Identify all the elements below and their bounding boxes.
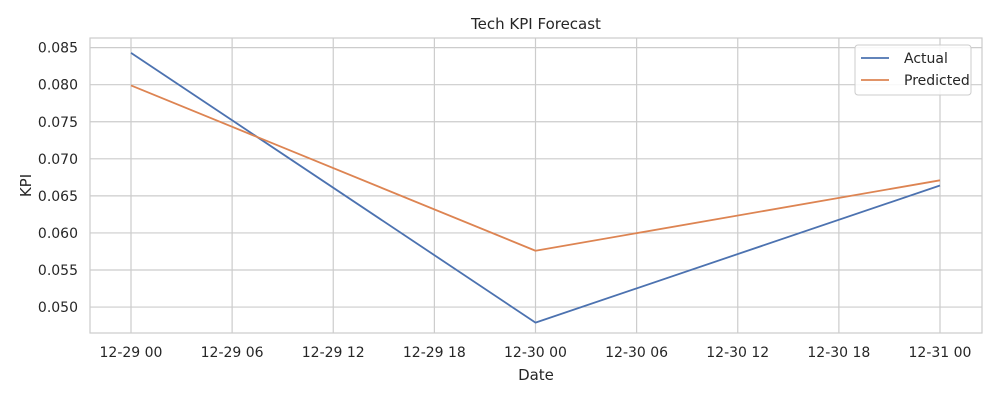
x-tick-label: 12-29 12	[302, 345, 365, 361]
legend: Actual Predicted	[854, 44, 972, 96]
x-axis-label: Date	[518, 366, 554, 384]
x-tick-label: 12-31 00	[909, 345, 972, 361]
series-line-predicted	[130, 84, 941, 252]
y-tick-label: 0.055	[38, 263, 78, 279]
y-tick-label: 0.060	[38, 226, 78, 242]
y-axis-label: KPI	[17, 174, 35, 197]
legend-label-predicted: Predicted	[904, 73, 970, 89]
x-tick-label: 12-30 06	[605, 345, 668, 361]
y-tick-label: 0.050	[38, 300, 78, 316]
y-tick-label: 0.080	[38, 78, 78, 94]
x-tick-label: 12-29 06	[201, 345, 264, 361]
chart-title: Tech KPI Forecast	[470, 15, 601, 33]
y-axis-ticks: 0.050 0.055 0.060 0.065 0.070 0.075 0.080 0.085	[38, 41, 78, 316]
x-tick-label: 12-29 18	[403, 345, 466, 361]
y-tick-label: 0.065	[38, 189, 78, 205]
y-tick-label: 0.070	[38, 152, 78, 168]
x-axis-ticks: 12-29 00 12-29 06 12-29 12 12-29 18 12-30 00…	[100, 345, 972, 361]
series-line-actual	[130, 52, 941, 324]
grid	[90, 38, 982, 333]
plot-frame	[89, 37, 983, 334]
x-tick-label: 12-30 12	[706, 345, 769, 361]
x-tick-label: 12-30 00	[504, 345, 567, 361]
y-tick-label: 0.075	[38, 115, 78, 131]
y-tick-label: 0.085	[38, 41, 78, 57]
x-tick-label: 12-30 18	[807, 345, 870, 361]
series-layer	[130, 52, 941, 324]
x-tick-label: 12-29 00	[100, 345, 163, 361]
legend-label-actual: Actual	[904, 51, 948, 67]
